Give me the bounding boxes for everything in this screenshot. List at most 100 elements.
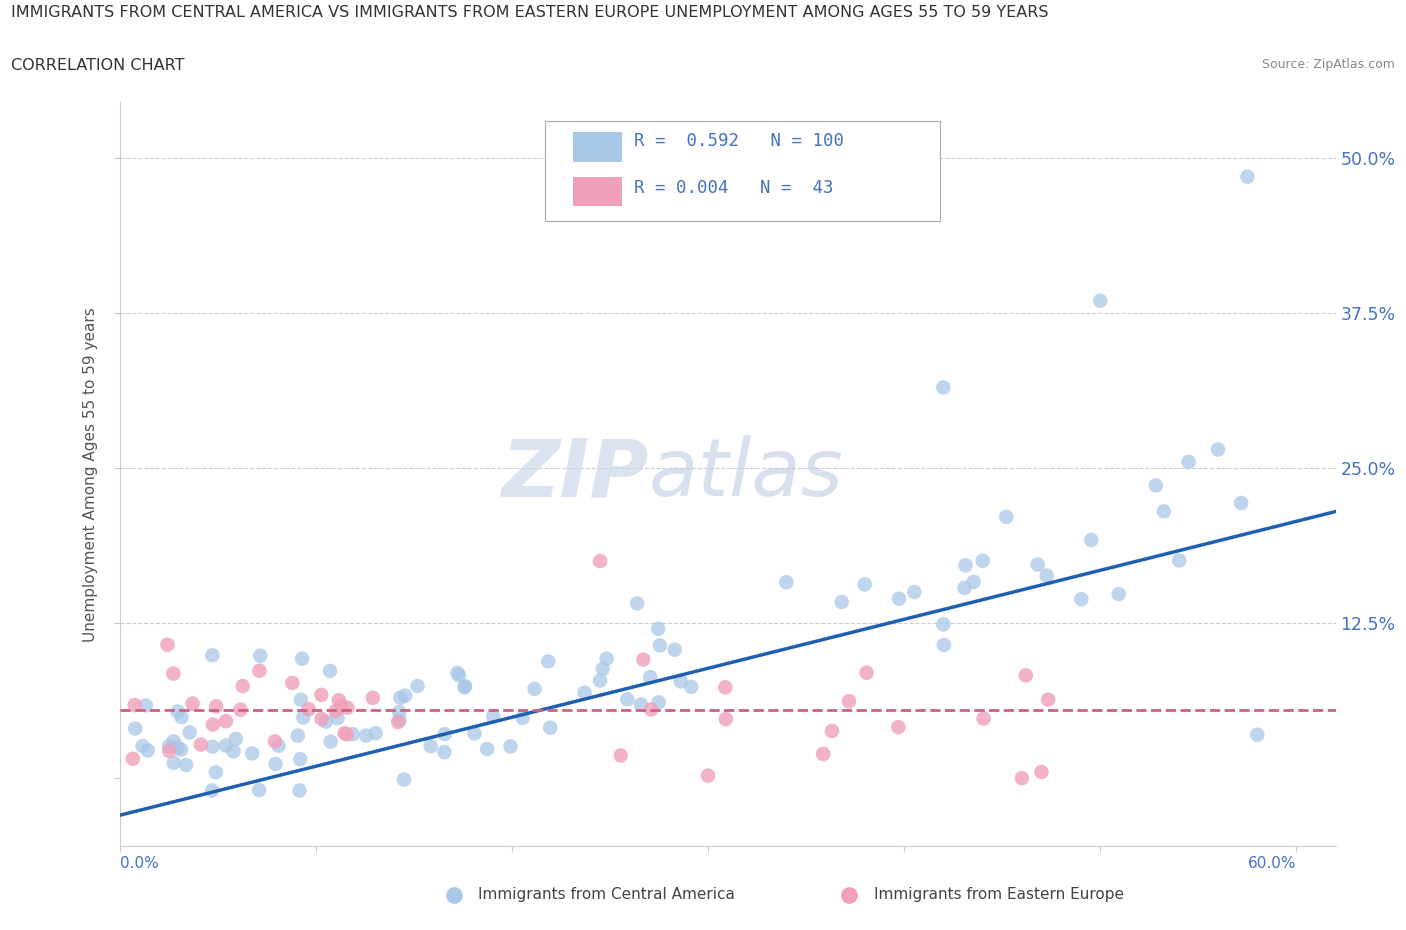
Point [648, 638, 671, 653]
Point [364, 725, 387, 740]
Point [170, 742, 193, 757]
Point [454, 679, 477, 694]
Point [222, 744, 245, 759]
Point [831, 594, 853, 609]
Point [388, 712, 411, 727]
Point [326, 711, 349, 725]
Point [336, 727, 359, 742]
Point [124, 721, 146, 736]
Point [433, 726, 456, 741]
Point [1108, 587, 1130, 602]
Point [163, 734, 186, 749]
Point [229, 702, 252, 717]
Point [240, 746, 263, 761]
Point [297, 702, 319, 717]
Point [1230, 496, 1253, 511]
Text: Immigrants from Eastern Europe: Immigrants from Eastern Europe [873, 887, 1123, 902]
Point [1206, 442, 1229, 457]
Point [995, 510, 1018, 525]
Text: CORRELATION CHART: CORRELATION CHART [11, 58, 184, 73]
Point [249, 663, 271, 678]
Point [156, 637, 179, 652]
Point [1026, 557, 1049, 572]
Point [932, 380, 955, 395]
Point [953, 580, 976, 595]
Point [281, 675, 304, 690]
Point [669, 674, 692, 689]
Point [1153, 504, 1175, 519]
Point [453, 680, 475, 695]
Point [1015, 668, 1038, 683]
Point [475, 741, 498, 756]
Point [311, 711, 333, 726]
Point [512, 711, 534, 725]
Point [482, 710, 505, 724]
Point [342, 726, 364, 741]
Point [775, 575, 797, 590]
Point [288, 783, 311, 798]
Point [232, 679, 254, 694]
Point [201, 648, 224, 663]
Point [166, 704, 188, 719]
Point [157, 738, 180, 753]
Point [291, 651, 314, 666]
Point [589, 553, 612, 568]
Point [973, 711, 995, 726]
Point [664, 643, 686, 658]
Point [1031, 764, 1053, 779]
Text: Immigrants from Central America: Immigrants from Central America [478, 887, 735, 902]
Point [387, 714, 409, 729]
Point [887, 591, 910, 606]
Bar [574, 177, 621, 206]
Point [633, 652, 655, 667]
Text: ZIP: ZIP [501, 435, 648, 513]
Point [388, 704, 411, 719]
Point [499, 739, 522, 754]
Point [136, 743, 159, 758]
Point [1144, 478, 1167, 493]
Point [330, 698, 353, 712]
Point [446, 666, 468, 681]
Point [389, 690, 412, 705]
Point [361, 690, 384, 705]
Point [170, 710, 193, 724]
Text: IMMIGRANTS FROM CENTRAL AMERICA VS IMMIGRANTS FROM EASTERN EUROPE UNEMPLOYMENT A: IMMIGRANTS FROM CENTRAL AMERICA VS IMMIG… [11, 5, 1049, 20]
Point [249, 648, 271, 663]
Point [609, 748, 631, 763]
Point [319, 663, 342, 678]
Point [1236, 169, 1258, 184]
Point [972, 553, 994, 568]
Point [247, 783, 270, 798]
Point [157, 743, 180, 758]
Point [1246, 727, 1268, 742]
Point [315, 714, 337, 729]
Point [592, 661, 614, 676]
Point [406, 679, 429, 694]
Point [121, 751, 143, 766]
Point [433, 745, 456, 760]
Y-axis label: Unemployment Among Ages 55 to 59 years: Unemployment Among Ages 55 to 59 years [83, 307, 98, 642]
Point [574, 685, 596, 700]
Point [319, 734, 342, 749]
Text: R = 0.004   N =  43: R = 0.004 N = 43 [634, 179, 834, 197]
Point [205, 764, 228, 779]
Point [697, 768, 720, 783]
Point [1080, 533, 1102, 548]
Point [325, 703, 347, 718]
Point [903, 585, 925, 600]
Point [1177, 455, 1199, 470]
Point [638, 670, 661, 684]
Point [179, 725, 201, 740]
Point [962, 575, 984, 590]
Point [932, 637, 955, 652]
Point [287, 728, 309, 743]
Point [336, 700, 359, 715]
Text: atlas: atlas [648, 435, 844, 513]
Point [714, 680, 737, 695]
Text: 60.0%: 60.0% [1249, 857, 1296, 871]
Point [392, 772, 415, 787]
Point [190, 737, 212, 752]
Point [225, 732, 247, 747]
Point [166, 740, 188, 755]
Point [311, 687, 333, 702]
